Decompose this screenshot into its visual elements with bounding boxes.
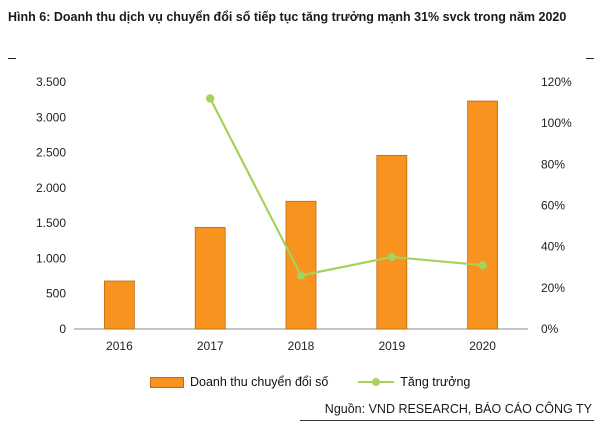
y-tick-left-5: 2.500 (36, 146, 66, 160)
legend-swatch-growth (358, 376, 395, 388)
y-tick-left-0: 0 (59, 322, 66, 336)
x-tick-2018: 2018 (288, 339, 315, 353)
bars-group (104, 100, 499, 330)
x-tick-2016: 2016 (106, 339, 133, 353)
y-tick-right-1: 20% (541, 281, 565, 295)
y-tick-right-6: 120% (541, 75, 572, 89)
y-tick-left-4: 2.000 (36, 181, 66, 195)
y-tick-right-5: 100% (541, 116, 572, 130)
growth-point-2020 (478, 260, 487, 270)
axes-group: 0 500 1.000 1.500 2.000 2.500 3.000 3.500 0% 20% 4… (36, 75, 572, 353)
top-rule-left (8, 58, 16, 59)
bar-2020 (467, 100, 499, 330)
legend-swatch-revenue (150, 376, 184, 388)
y-tick-right-4: 80% (541, 157, 565, 171)
legend-label-growth: Tăng trưởng (400, 375, 471, 389)
top-rule-right (586, 58, 594, 59)
growth-line (209, 97, 483, 277)
growth-point-2017 (206, 94, 215, 103)
y-tick-left-3: 1.500 (36, 216, 66, 230)
y-tick-right-0: 0% (541, 322, 559, 336)
y-tick-right-2: 40% (541, 240, 565, 254)
bar-2019 (376, 154, 408, 330)
growth-point-2019 (387, 252, 396, 262)
source-note: Nguồn: VND RESEARCH, BÁO CÁO CÔNG TY (324, 402, 592, 416)
bar-2018 (285, 200, 317, 330)
chart-title: Hình 6: Doanh thu dịch vụ chuyển đổi số … (8, 10, 567, 24)
x-tick-2020: 2020 (469, 339, 496, 353)
bar-2016 (104, 280, 135, 330)
y-tick-left-1: 500 (46, 287, 66, 301)
y-tick-left-6: 3.000 (36, 110, 66, 124)
legend-label-revenue: Doanh thu chuyển đổi số (190, 375, 329, 389)
growth-point-2018 (296, 271, 306, 280)
x-tick-2017: 2017 (197, 339, 224, 353)
bottom-rule (300, 420, 594, 421)
legend: Doanh thu chuyển đổi số Tăng trưởng (150, 373, 470, 391)
x-tick-2019: 2019 (378, 339, 405, 353)
y-tick-left-2: 1.000 (36, 251, 66, 265)
bar-2017 (194, 226, 226, 330)
growth-line-group (206, 94, 487, 280)
y-tick-right-3: 60% (541, 199, 565, 213)
y-tick-left-7: 3.500 (36, 75, 66, 89)
